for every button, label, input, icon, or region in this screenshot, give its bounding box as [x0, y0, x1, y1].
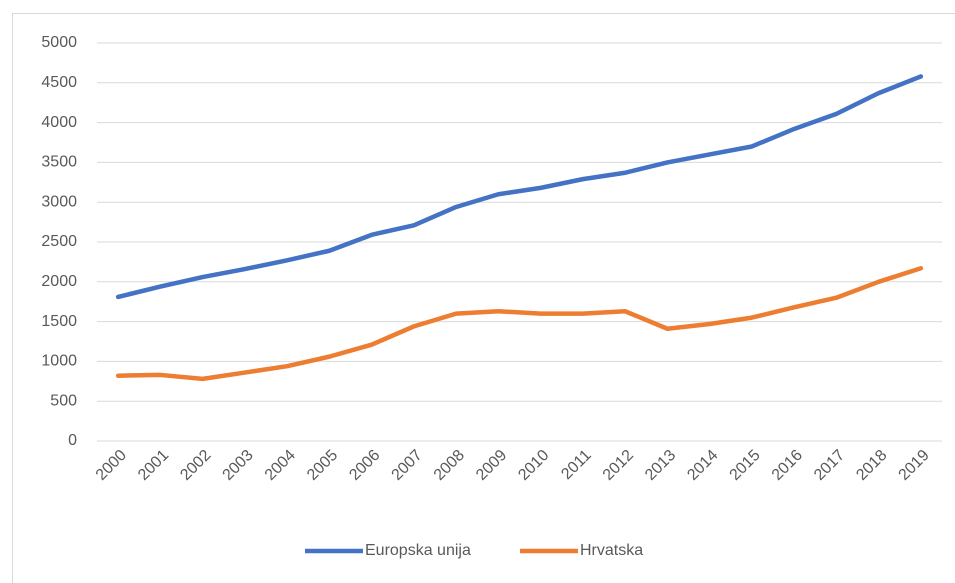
x-tick-label: 2016	[769, 447, 806, 484]
x-tick-label: 2011	[558, 447, 594, 483]
y-tick-label: 4000	[41, 114, 77, 131]
series-line	[115, 266, 924, 382]
y-tick-label: 1500	[41, 313, 77, 330]
legend-label: Europska unija	[365, 542, 471, 559]
x-tick-label: 2008	[431, 447, 468, 484]
x-tick-label: 2003	[219, 447, 256, 484]
y-tick-label: 3000	[41, 193, 77, 210]
y-tick-label: 2500	[41, 233, 77, 250]
x-tick-label: 2000	[93, 447, 130, 484]
chart-border	[12, 13, 955, 583]
y-tick-label: 2000	[41, 273, 77, 290]
x-tick-label: 2013	[642, 447, 679, 484]
x-tick-label: 2017	[811, 447, 848, 484]
legend-label: Hrvatska	[580, 542, 643, 559]
x-tick-label: 2015	[726, 447, 763, 484]
x-tick-label: 2007	[388, 447, 425, 484]
y-tick-label: 3500	[41, 154, 77, 171]
series-line	[115, 74, 924, 300]
x-tick-label: 2012	[600, 447, 637, 484]
y-tick-label: 4500	[41, 74, 77, 91]
y-tick-label: 0	[68, 432, 77, 449]
x-tick-label: 2004	[262, 447, 299, 484]
y-tick-label: 1000	[41, 353, 77, 370]
x-tick-label: 2014	[684, 447, 721, 484]
y-tick-label: 500	[50, 392, 77, 409]
x-tick-label: 2006	[346, 447, 383, 484]
x-tick-label: 2005	[304, 447, 341, 484]
x-tick-label: 2019	[895, 447, 932, 484]
y-tick-label: 5000	[41, 34, 77, 51]
x-tick-label: 2009	[473, 447, 510, 484]
x-tick-label: 2001	[135, 447, 172, 484]
x-tick-label: 2018	[853, 447, 890, 484]
x-tick-label: 2002	[177, 447, 214, 484]
x-tick-label: 2010	[515, 447, 552, 484]
